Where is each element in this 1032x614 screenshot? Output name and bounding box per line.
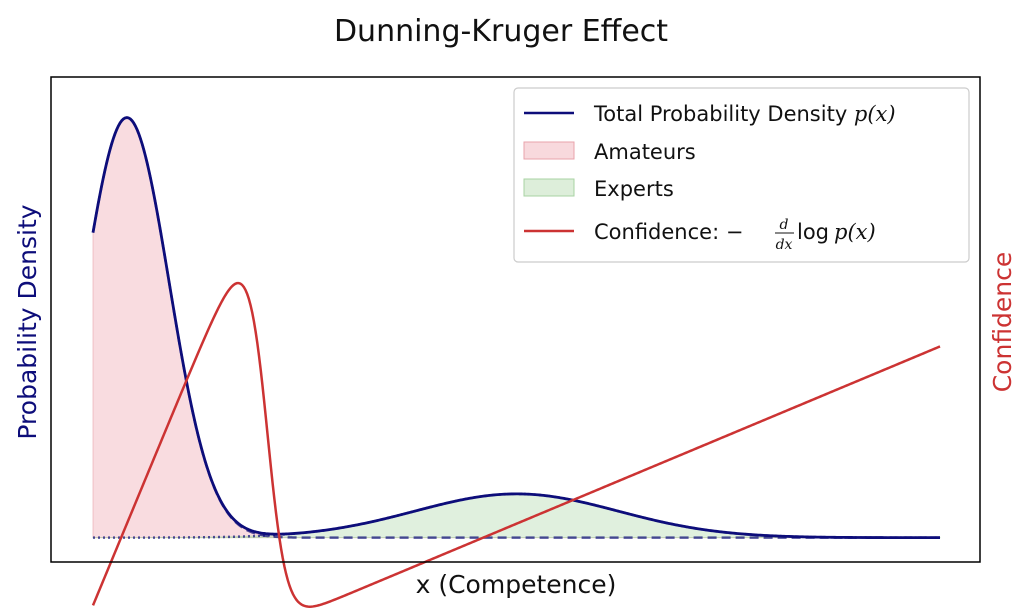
legend-amateurs-label: Amateurs <box>594 140 696 164</box>
legend-experts-swatch <box>523 178 575 197</box>
legend-confidence-frac-den: dx <box>776 237 793 253</box>
x-axis-label: x (Competence) <box>416 570 617 599</box>
lines-layer <box>91 116 941 608</box>
legend-confidence-log: log <box>797 220 829 244</box>
y-axis-label-left: Probability Density <box>13 204 42 439</box>
legend-confidence-tail: log p(x) <box>797 220 876 244</box>
legend-density-label: Total Probability Density p(x) <box>593 102 896 126</box>
legend-confidence-label: Confidence: − <box>594 220 743 244</box>
legend-density-text: Total Probability Density <box>593 102 854 126</box>
chart-title: Dunning-Kruger Effect <box>334 14 668 49</box>
legend-box <box>513 87 970 263</box>
confidence-line <box>91 281 941 608</box>
legend-confidence-math: p(x) <box>834 220 876 244</box>
plot-frame <box>50 76 981 563</box>
legend-density-math: p(x) <box>854 102 896 126</box>
legend-experts-label: Experts <box>594 177 674 201</box>
y-axis-label-right: Confidence <box>988 252 1017 393</box>
legend: Total Probability Density p(x) Amateurs … <box>513 87 970 263</box>
total-density-line <box>91 116 940 540</box>
experts-component-line <box>93 492 940 539</box>
legend-confidence-text: Confidence: − <box>594 220 743 244</box>
legend-amateurs-swatch <box>523 141 575 160</box>
legend-confidence-frac-num: d <box>780 217 789 233</box>
